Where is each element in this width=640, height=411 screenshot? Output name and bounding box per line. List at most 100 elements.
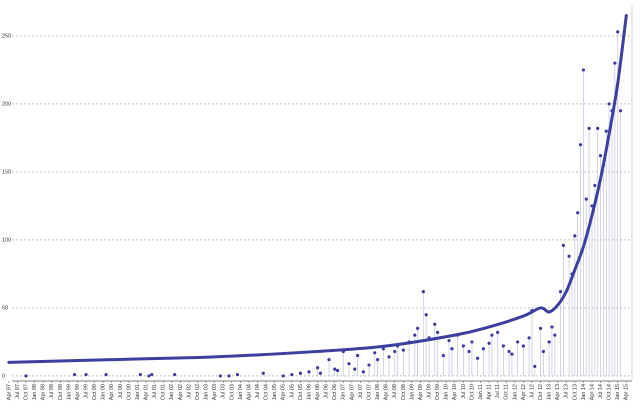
- point: [424, 313, 428, 317]
- x-tick-label: Jan 04: [238, 384, 244, 401]
- point: [235, 372, 240, 377]
- x-tick-label: Jul 10: [461, 384, 467, 399]
- x-tick-label: Jan 07: [341, 384, 347, 401]
- x-tick-label: Oct 09: [435, 384, 441, 400]
- point: [567, 254, 571, 258]
- x-tick-label: Oct 05: [298, 384, 304, 400]
- point: [138, 372, 142, 377]
- point: [261, 371, 265, 375]
- point: [436, 330, 440, 334]
- point: [510, 352, 514, 356]
- x-tick-label: Apr 07: [349, 384, 355, 400]
- point: [84, 372, 88, 377]
- point: [433, 322, 437, 326]
- point: [547, 340, 551, 344]
- x-tick-label: Apr 10: [452, 384, 458, 400]
- point: [150, 372, 154, 377]
- point: [598, 154, 603, 158]
- point: [393, 349, 397, 354]
- point: [558, 290, 563, 294]
- x-tick-label: Jul 98: [49, 384, 55, 399]
- x-tick-label: Jan 12: [512, 384, 518, 401]
- point: [327, 358, 331, 362]
- point: [470, 340, 474, 344]
- x-tick-label: Apr 13: [555, 384, 561, 400]
- point: [533, 364, 537, 368]
- x-tick-label: Oct 97: [23, 384, 29, 400]
- point: [373, 351, 377, 355]
- point: [416, 326, 420, 330]
- x-tick-label: Jul 09: [427, 384, 433, 399]
- point: [447, 338, 451, 343]
- point: [227, 374, 231, 378]
- x-tick-label: Oct 12: [538, 384, 544, 400]
- point: [315, 366, 320, 370]
- x-tick-label: Jan 09: [409, 384, 415, 401]
- point: [73, 372, 77, 377]
- point: [490, 333, 494, 337]
- point: [347, 362, 351, 366]
- point: [541, 349, 545, 354]
- x-tick-label: Apr 06: [315, 384, 321, 400]
- point: [333, 367, 337, 371]
- x-tick-label: Apr 03: [212, 384, 218, 400]
- point: [147, 374, 151, 378]
- point: [516, 340, 520, 344]
- x-tick-label: Oct 01: [161, 384, 167, 400]
- x-tick-label: Jan 99: [66, 384, 72, 401]
- point: [507, 349, 511, 354]
- x-tick-label: Jan 11: [478, 384, 484, 400]
- point: [527, 336, 531, 340]
- point: [487, 341, 491, 345]
- point: [387, 355, 391, 359]
- point: [355, 353, 360, 358]
- x-tick-label: Apr 11: [487, 384, 493, 400]
- x-tick-label: Oct 11: [504, 384, 510, 400]
- x-tick-label: Oct 08: [401, 384, 407, 400]
- point: [593, 183, 597, 188]
- x-tick-label: Oct 98: [58, 384, 64, 400]
- x-tick-label: Jan 14: [581, 384, 587, 401]
- point: [421, 290, 425, 294]
- point: [578, 143, 583, 147]
- x-tick-label: Jan 06: [306, 384, 312, 401]
- y-tick-label: 150: [2, 169, 11, 175]
- point: [596, 126, 600, 130]
- x-tick-label: Jul 04: [255, 384, 261, 399]
- point: [581, 68, 586, 72]
- y-tick-label: 100: [2, 237, 11, 243]
- y-tick-label: 200: [2, 101, 11, 107]
- x-tick-label: Jul 03: [221, 384, 227, 399]
- x-tick-label: Oct 02: [195, 384, 201, 400]
- x-tick-label: Jul 06: [324, 384, 330, 399]
- x-tick-label: Oct 14: [607, 384, 613, 400]
- x-tick-label: Apr 02: [178, 384, 184, 400]
- x-tick-label: Apr 15: [624, 384, 630, 400]
- point: [550, 325, 554, 329]
- point: [413, 333, 417, 337]
- x-tick-label: Jul 02: [186, 384, 192, 399]
- x-tick-label: Oct 07: [366, 384, 372, 400]
- x-tick-label: Jan 10: [444, 384, 450, 401]
- point: [218, 374, 222, 378]
- x-tick-label: Apr 04: [246, 384, 252, 400]
- point: [290, 372, 294, 377]
- x-tick-label: Oct 06: [332, 384, 338, 400]
- x-tick-label: Jan 13: [547, 384, 553, 401]
- y-tick-label: 250: [2, 33, 11, 39]
- x-tick-label: Jul 07: [358, 384, 364, 399]
- point: [461, 344, 465, 348]
- x-tick-label: Jul 14: [598, 384, 604, 399]
- point: [501, 344, 505, 348]
- point: [618, 109, 623, 113]
- x-tick-label: Jan 02: [169, 384, 175, 401]
- x-tick-label: Jul 01: [152, 384, 158, 399]
- point: [335, 368, 340, 373]
- point: [576, 211, 580, 215]
- point: [573, 234, 577, 238]
- x-tick-label: Oct 13: [572, 384, 578, 400]
- point: [584, 197, 588, 201]
- point: [538, 326, 543, 330]
- y-tick-label: 50: [2, 305, 8, 311]
